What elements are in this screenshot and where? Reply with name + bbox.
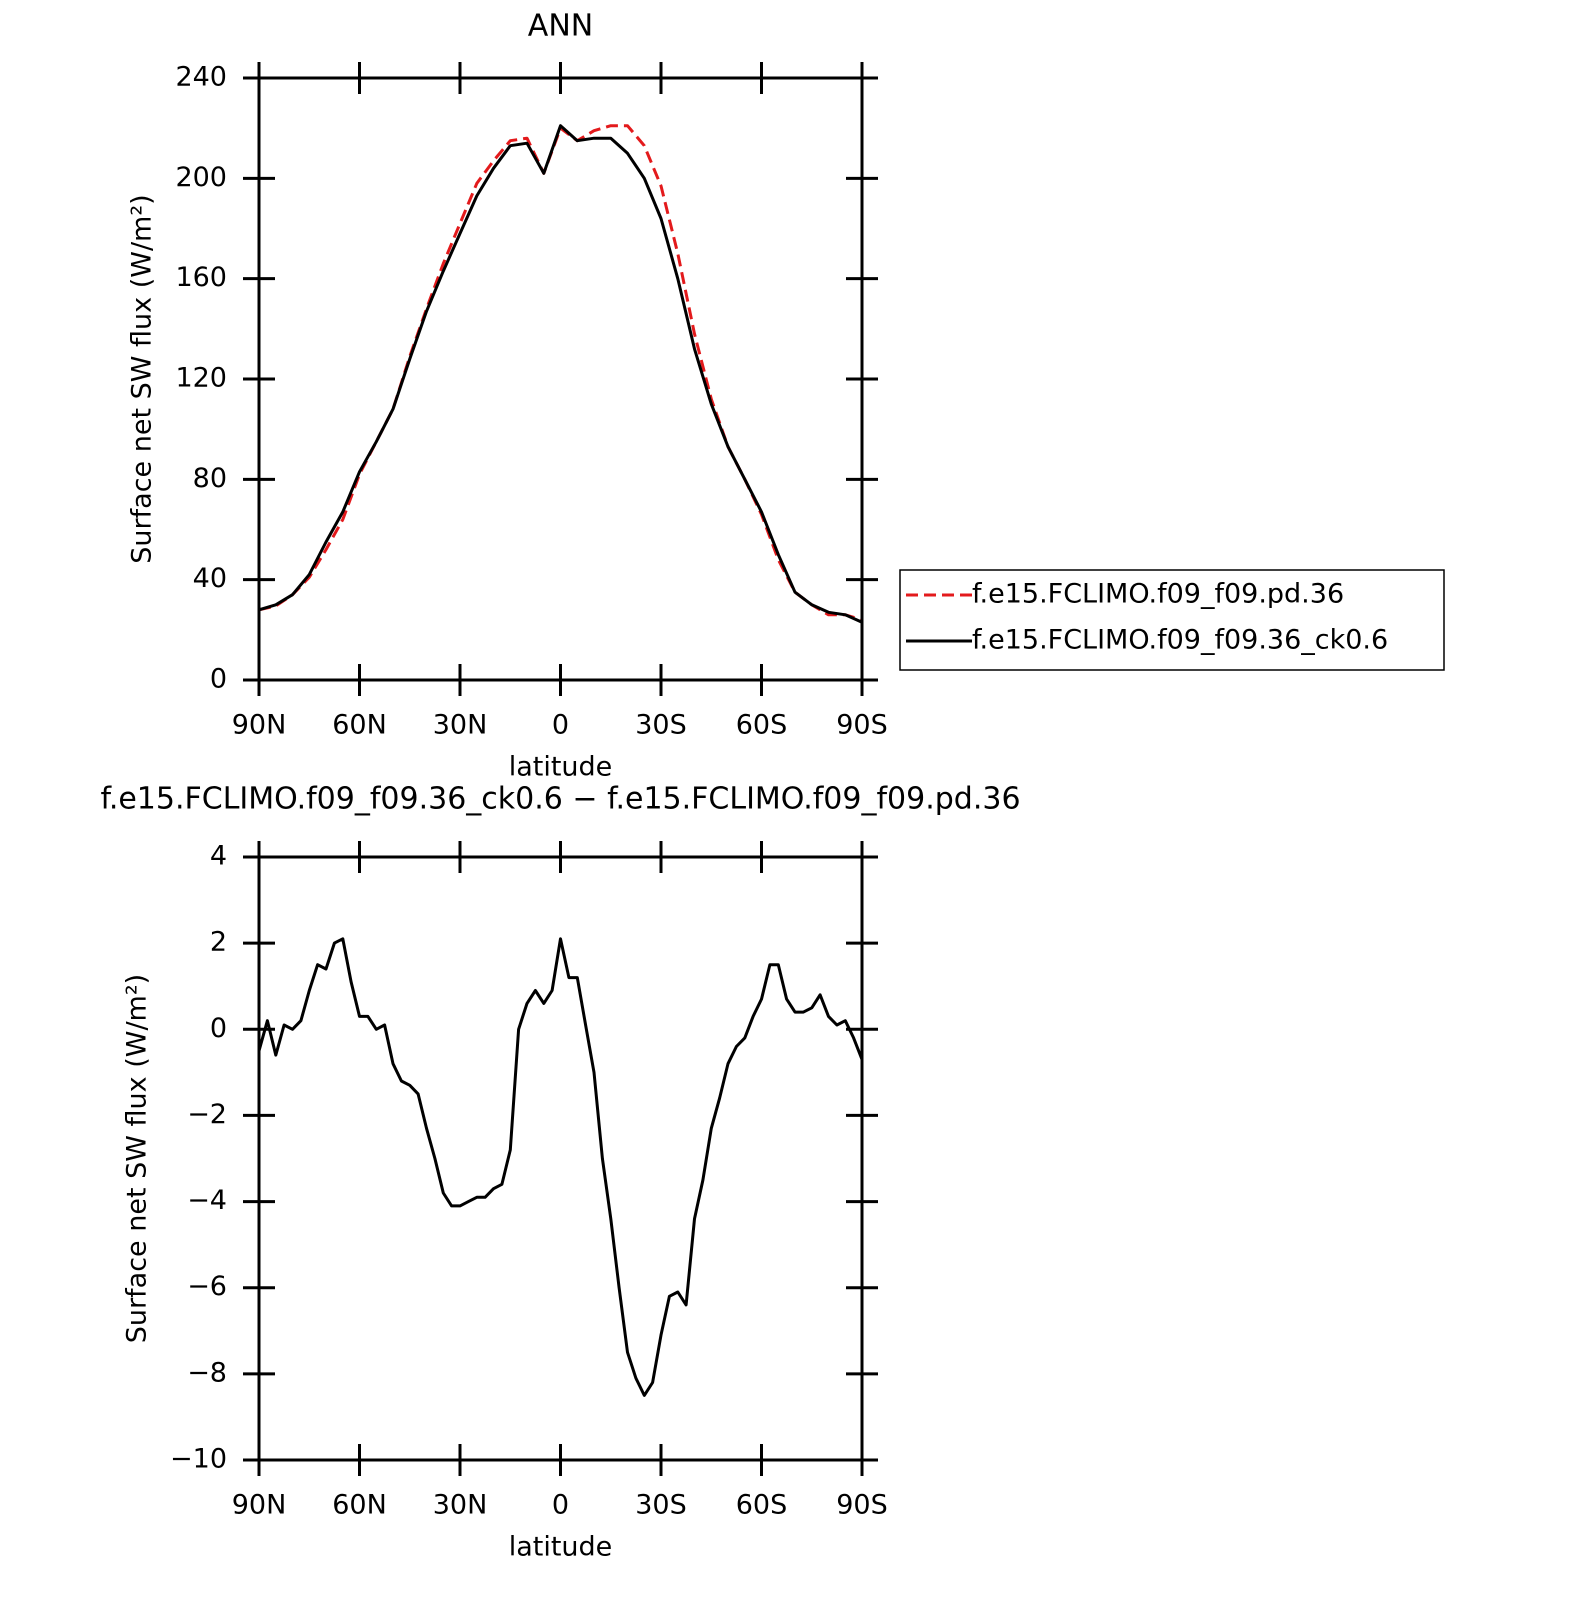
legend-label: f.e15.FCLIMO.f09_f09.pd.36 (972, 579, 1344, 610)
chart-title: ANN (528, 9, 593, 44)
y-tick-label: 0 (210, 664, 227, 695)
x-tick-label: 0 (552, 710, 569, 741)
x-tick-label: 60S (736, 1490, 788, 1521)
legend-label: f.e15.FCLIMO.f09_f09.36_ck0.6 (972, 625, 1388, 656)
x-axis-label: latitude (509, 752, 613, 783)
x-axis-label: latitude (509, 1532, 613, 1563)
y-axis-label: Surface net SW flux (W/m²) (127, 194, 158, 563)
x-tick-label: 60N (332, 1490, 387, 1521)
data-line (257, 937, 864, 1397)
y-tick-label: 120 (175, 363, 227, 394)
y-tick-label: 0 (210, 1013, 227, 1044)
y-tick-label: 4 (210, 841, 227, 872)
x-tick-label: 90S (836, 710, 888, 741)
y-tick-label: −10 (170, 1444, 227, 1475)
y-tick-label: −6 (187, 1271, 227, 1302)
y-axis-label: Surface net SW flux (W/m²) (122, 974, 153, 1343)
x-tick-label: 60N (332, 710, 387, 741)
y-tick-label: 200 (175, 162, 227, 193)
y-tick-label: −8 (187, 1357, 227, 1388)
x-tick-label: 60S (736, 710, 788, 741)
x-tick-label: 90S (836, 1490, 888, 1521)
data-line (258, 124, 863, 624)
y-tick-label: 160 (175, 262, 227, 293)
data-line (258, 124, 863, 622)
x-tick-label: 30N (433, 1490, 488, 1521)
x-tick-label: 30S (635, 1490, 687, 1521)
y-tick-label: 2 (210, 927, 227, 958)
x-tick-label: 90N (232, 1490, 287, 1521)
y-tick-label: 80 (193, 463, 227, 494)
x-tick-label: 30S (635, 710, 687, 741)
x-tick-label: 0 (552, 1490, 569, 1521)
y-tick-label: −4 (187, 1185, 227, 1216)
x-tick-label: 30N (433, 710, 488, 741)
legend-box (899, 569, 1445, 671)
y-tick-label: 40 (193, 563, 227, 594)
plot-frame (257, 76, 864, 682)
chart-title: f.e15.FCLIMO.f09_f09.36_ck0.6 − f.e15.FC… (100, 782, 1020, 817)
y-tick-label: −2 (187, 1099, 227, 1130)
y-tick-label: 240 (175, 62, 227, 93)
x-tick-label: 90N (232, 710, 287, 741)
plot-frame (257, 855, 864, 1462)
